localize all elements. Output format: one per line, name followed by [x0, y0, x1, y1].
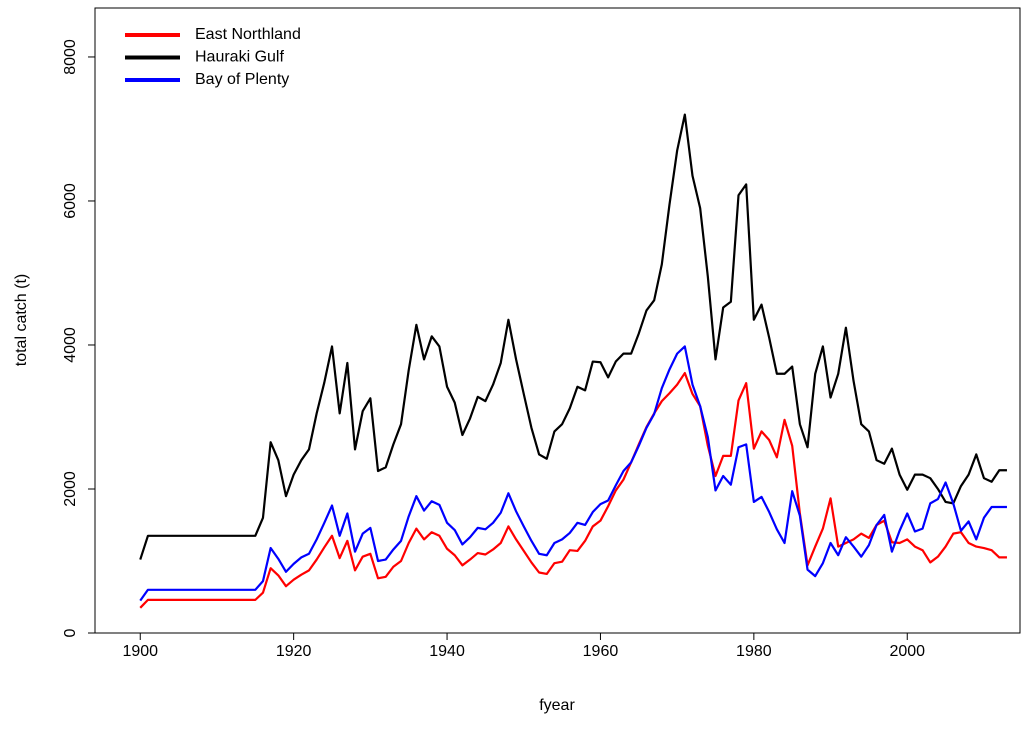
legend-label: Bay of Plenty — [195, 71, 289, 88]
x-tick-label: 1980 — [736, 643, 772, 660]
y-axis-label: total catch (t) — [13, 274, 30, 366]
x-axis-label: fyear — [539, 697, 575, 714]
data-line — [139, 345, 1007, 602]
y-tick-label: 4000 — [62, 327, 79, 363]
data-line — [139, 371, 1007, 609]
y-tick-label: 2000 — [62, 471, 79, 507]
legend-label: Hauraki Gulf — [195, 49, 284, 66]
y-tick-label: 8000 — [62, 39, 79, 75]
plot-box — [94, 7, 1021, 634]
x-tick-label: 1900 — [122, 643, 158, 660]
x-tick-label: 2000 — [889, 643, 925, 660]
data-line — [139, 113, 1007, 560]
legend-label: East Northland — [195, 26, 301, 43]
y-tick-label: 0 — [62, 628, 79, 637]
x-tick-label: 1940 — [429, 643, 465, 660]
y-tick-label: 6000 — [62, 183, 79, 219]
x-tick-label: 1960 — [583, 643, 619, 660]
x-tick-label: 1920 — [276, 643, 312, 660]
